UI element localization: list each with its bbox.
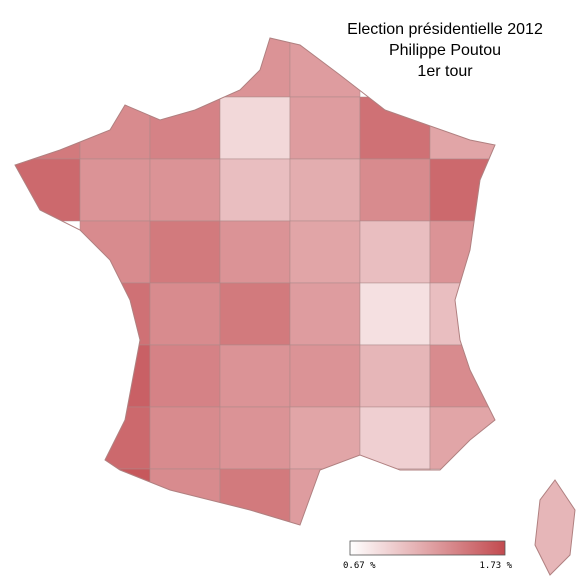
department-area — [289, 344, 361, 408]
department-area — [219, 96, 291, 160]
department-area — [289, 220, 361, 284]
france-outline — [14, 37, 496, 526]
department-area — [289, 158, 361, 222]
title-line: Philippe Poutou — [389, 42, 501, 59]
title-line: 1er tour — [417, 63, 473, 80]
legend-bar — [349, 540, 506, 556]
corsica — [534, 479, 576, 576]
department-area — [149, 220, 221, 284]
department-area — [289, 38, 361, 98]
department-area — [219, 468, 291, 525]
department-area — [289, 406, 361, 470]
department-area — [219, 158, 291, 222]
department-area — [429, 158, 495, 222]
department-area — [359, 158, 431, 222]
department-area — [289, 468, 361, 525]
department-area — [79, 96, 151, 160]
department-area — [289, 282, 361, 346]
department-area — [359, 344, 431, 408]
department-area — [429, 220, 495, 284]
department-area — [79, 344, 151, 408]
department-area — [429, 406, 495, 470]
department-area — [79, 158, 151, 222]
department-area — [149, 406, 221, 470]
departments — [15, 38, 495, 525]
department-area — [219, 406, 291, 470]
department-area — [359, 406, 431, 470]
department-area — [359, 220, 431, 284]
department-area — [79, 220, 151, 284]
department-area — [219, 344, 291, 408]
department-area — [149, 344, 221, 408]
department-area — [219, 38, 291, 98]
department-area — [149, 158, 221, 222]
legend-max: 1.73 % — [479, 561, 512, 571]
department-area — [289, 96, 361, 160]
department-area — [359, 282, 431, 346]
department-area — [15, 96, 81, 160]
department-area — [219, 282, 291, 346]
department-area — [79, 406, 151, 470]
department-area — [359, 468, 431, 525]
department-area — [149, 96, 221, 160]
department-area — [219, 220, 291, 284]
title-line: Election présidentielle 2012 — [347, 21, 543, 38]
department-area — [149, 282, 221, 346]
department-area — [15, 158, 81, 222]
department-area — [429, 96, 495, 160]
department-area — [429, 282, 495, 346]
department-area — [359, 96, 431, 160]
department-area — [79, 282, 151, 346]
legend-min: 0.67 % — [343, 561, 376, 571]
